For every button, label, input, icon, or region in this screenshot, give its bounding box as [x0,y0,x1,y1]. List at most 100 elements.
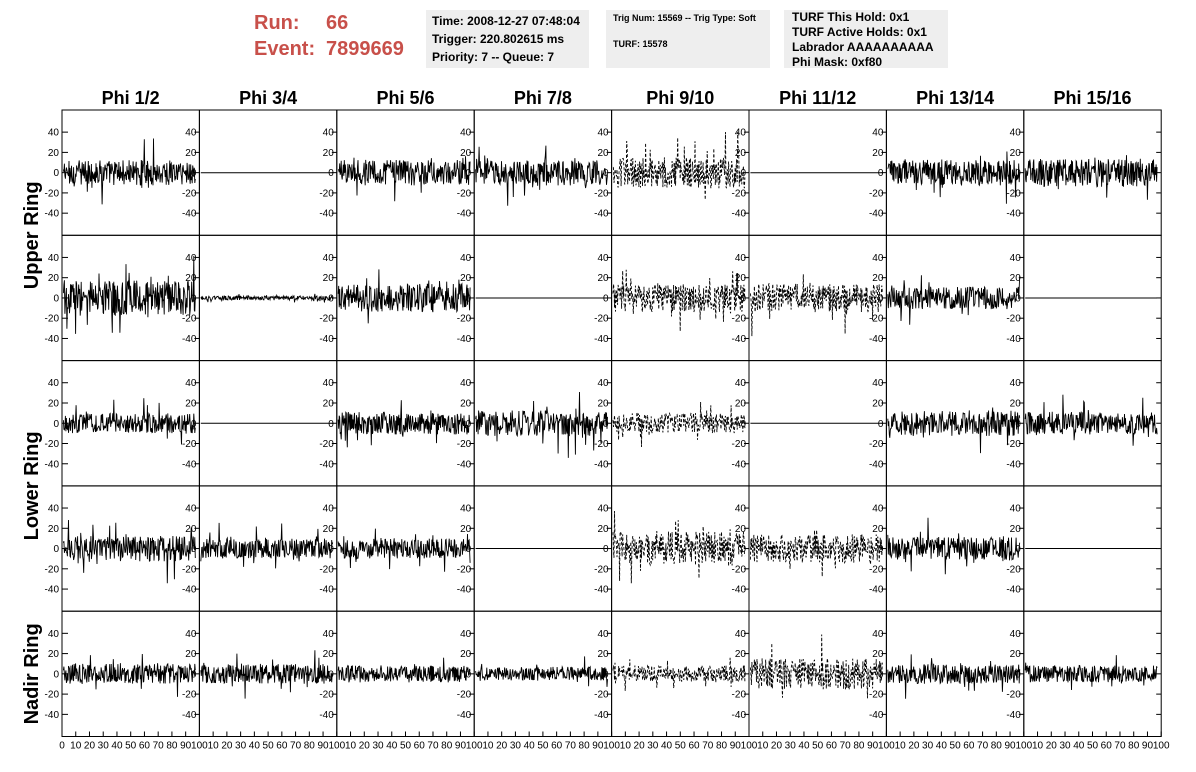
y-tick-label: -40 [45,459,60,470]
y-tick-label: 0 [191,544,197,555]
y-tick-label: -20 [182,564,197,575]
priority-text: Priority: 7 -- Queue: 7 [432,50,555,64]
y-tick-label: 40 [1010,378,1022,389]
x-tick-label: 10 [70,741,82,752]
y-tick-label: -20 [45,188,60,199]
y-tick-label: 40 [1010,128,1022,139]
y-tick-label: -40 [1006,710,1021,721]
waveform-trace [475,145,608,206]
y-tick-label: -20 [594,564,609,575]
x-tick-label: 100 [1015,741,1032,752]
x-tick-label: 20 [84,741,96,752]
y-tick-label: 0 [328,168,334,179]
row-label: Upper Ring [21,181,43,289]
waveform-trace [200,650,333,699]
x-tick-label: 70 [565,741,577,752]
y-tick-label: 0 [53,544,59,555]
y-tick-label: 0 [740,669,746,680]
waveform-trace [887,407,1021,454]
x-tick-label: 90 [592,741,604,752]
x-tick-label: 80 [441,741,453,752]
waveform-trace [62,519,196,584]
y-tick-label: 20 [735,649,747,660]
y-tick-label: -40 [182,585,197,596]
y-tick-label: -40 [457,334,472,345]
y-tick-label: 0 [466,168,472,179]
y-tick-label: -40 [1006,459,1021,470]
y-tick-label: -20 [457,690,472,701]
y-tick-label: 0 [466,669,472,680]
x-tick-label: 10 [757,741,769,752]
waveform-panel: -40 -20 0 20 40 [594,234,750,362]
y-tick-label: -20 [594,188,609,199]
y-tick-label: 20 [1010,148,1022,159]
y-tick-label: -20 [594,690,609,701]
y-tick-label: 20 [48,148,60,159]
y-tick-label: 0 [53,293,59,304]
y-tick-label: -40 [457,585,472,596]
x-tick-label: 100 [603,741,620,752]
y-tick-label: 0 [466,544,472,555]
x-tick-label: 70 [1114,741,1126,752]
x-tick-label: 10 [345,741,357,752]
x-tick-label: 70 [702,741,714,752]
y-tick-label: 40 [48,253,60,264]
y-tick-label: 0 [878,544,884,555]
y-tick-label: -40 [1006,209,1021,220]
y-tick-label: 0 [191,293,197,304]
waveform-panel: -40 -20 0 20 40 [732,360,887,487]
y-tick-label: 20 [460,148,472,159]
x-tick-label: 20 [771,741,783,752]
x-tick-label: 70 [427,741,439,752]
y-tick-label: -40 [732,585,747,596]
y-tick-label: 0 [740,544,746,555]
y-tick-label: 20 [48,398,60,409]
y-tick-label: -40 [319,209,334,220]
y-tick-label: 0 [740,168,746,179]
x-tick-label: 30 [1059,741,1071,752]
x-tick-label: 40 [1073,741,1085,752]
x-tick-label: 70 [840,741,852,752]
x-tick-label: 40 [524,741,536,752]
waveform-trace [612,269,746,332]
y-tick-label: 40 [323,378,335,389]
x-tick-label: 50 [400,741,412,752]
y-tick-label: 40 [872,378,884,389]
y-tick-label: 20 [185,649,197,660]
y-tick-label: 40 [460,253,472,264]
y-tick-label: -40 [732,710,747,721]
x-tick-label: 40 [111,741,123,752]
waveform-trace [887,275,1021,325]
x-tick-label: 30 [922,741,934,752]
y-tick-label: 20 [872,649,884,660]
y-tick-label: 20 [323,398,335,409]
x-tick-label: 30 [372,741,384,752]
x-tick-label: 40 [661,741,673,752]
y-tick-label: 20 [872,398,884,409]
y-tick-label: 20 [1010,398,1022,409]
y-tick-label: -20 [732,690,747,701]
waveform-panel: -40 -20 0 20 40 [45,485,200,612]
y-tick-label: 40 [872,629,884,640]
y-tick-label: 20 [597,273,609,284]
x-tick-label: 80 [304,741,316,752]
x-tick-label: 60 [1101,741,1113,752]
y-tick-label: 20 [735,273,747,284]
waveform-panel: -40 -20 0 20 40 [594,485,750,612]
y-tick-label: 40 [323,504,335,515]
y-tick-label: 0 [878,293,884,304]
trigger-info-box: Trig Num: 15569 -- Trig Type: Soft TURF:… [606,10,770,68]
waveform-trace [612,510,746,584]
x-tick-label: 70 [153,741,165,752]
x-tick-label: 90 [180,741,192,752]
x-tick-label: 70 [977,741,989,752]
y-tick-label: -20 [732,439,747,450]
y-tick-label: -20 [45,314,60,325]
x-tick-label: 100 [328,741,345,752]
x-tick-label: 10 [1032,741,1044,752]
y-tick-label: -40 [457,710,472,721]
y-tick-label: -40 [869,209,884,220]
waveform-trace [337,156,471,202]
